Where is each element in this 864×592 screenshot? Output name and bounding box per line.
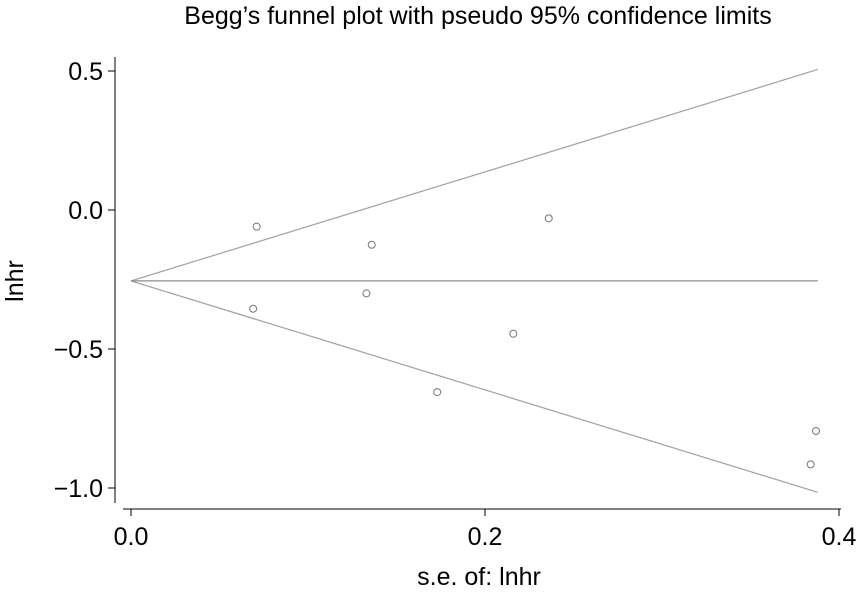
data-point	[806, 460, 815, 469]
data-point	[249, 304, 258, 313]
lower-confidence-limit	[130, 280, 818, 493]
data-points	[249, 214, 820, 469]
x-ticks: 0.0 0.2 0.4	[114, 509, 857, 551]
x-tick-label: 0.2	[468, 523, 503, 551]
data-point	[362, 289, 371, 298]
data-point	[433, 388, 442, 397]
data-point	[367, 240, 376, 249]
y-tick-label: 0.0	[68, 197, 103, 225]
data-point	[509, 329, 518, 338]
y-tick-label: 0.5	[68, 58, 103, 86]
data-point	[811, 427, 820, 436]
x-tick-label: 0.4	[822, 523, 857, 551]
plot-area: 0.5 0.0 −0.5 −1.0 0.0 0.2 0.4	[54, 57, 857, 551]
chart-title: Begg’s funnel plot with pseudo 95% confi…	[184, 2, 771, 30]
x-tick-label: 0.0	[114, 523, 149, 551]
y-ticks: 0.5 0.0 −0.5 −1.0	[54, 58, 115, 503]
y-axis-title: lnhr	[1, 260, 29, 302]
y-tick-label: −0.5	[54, 336, 103, 364]
y-tick-label: −1.0	[54, 475, 103, 503]
x-axis-title: s.e. of: lnhr	[417, 563, 541, 591]
data-point	[252, 222, 261, 231]
upper-confidence-limit	[130, 68, 818, 282]
data-point	[544, 214, 553, 223]
